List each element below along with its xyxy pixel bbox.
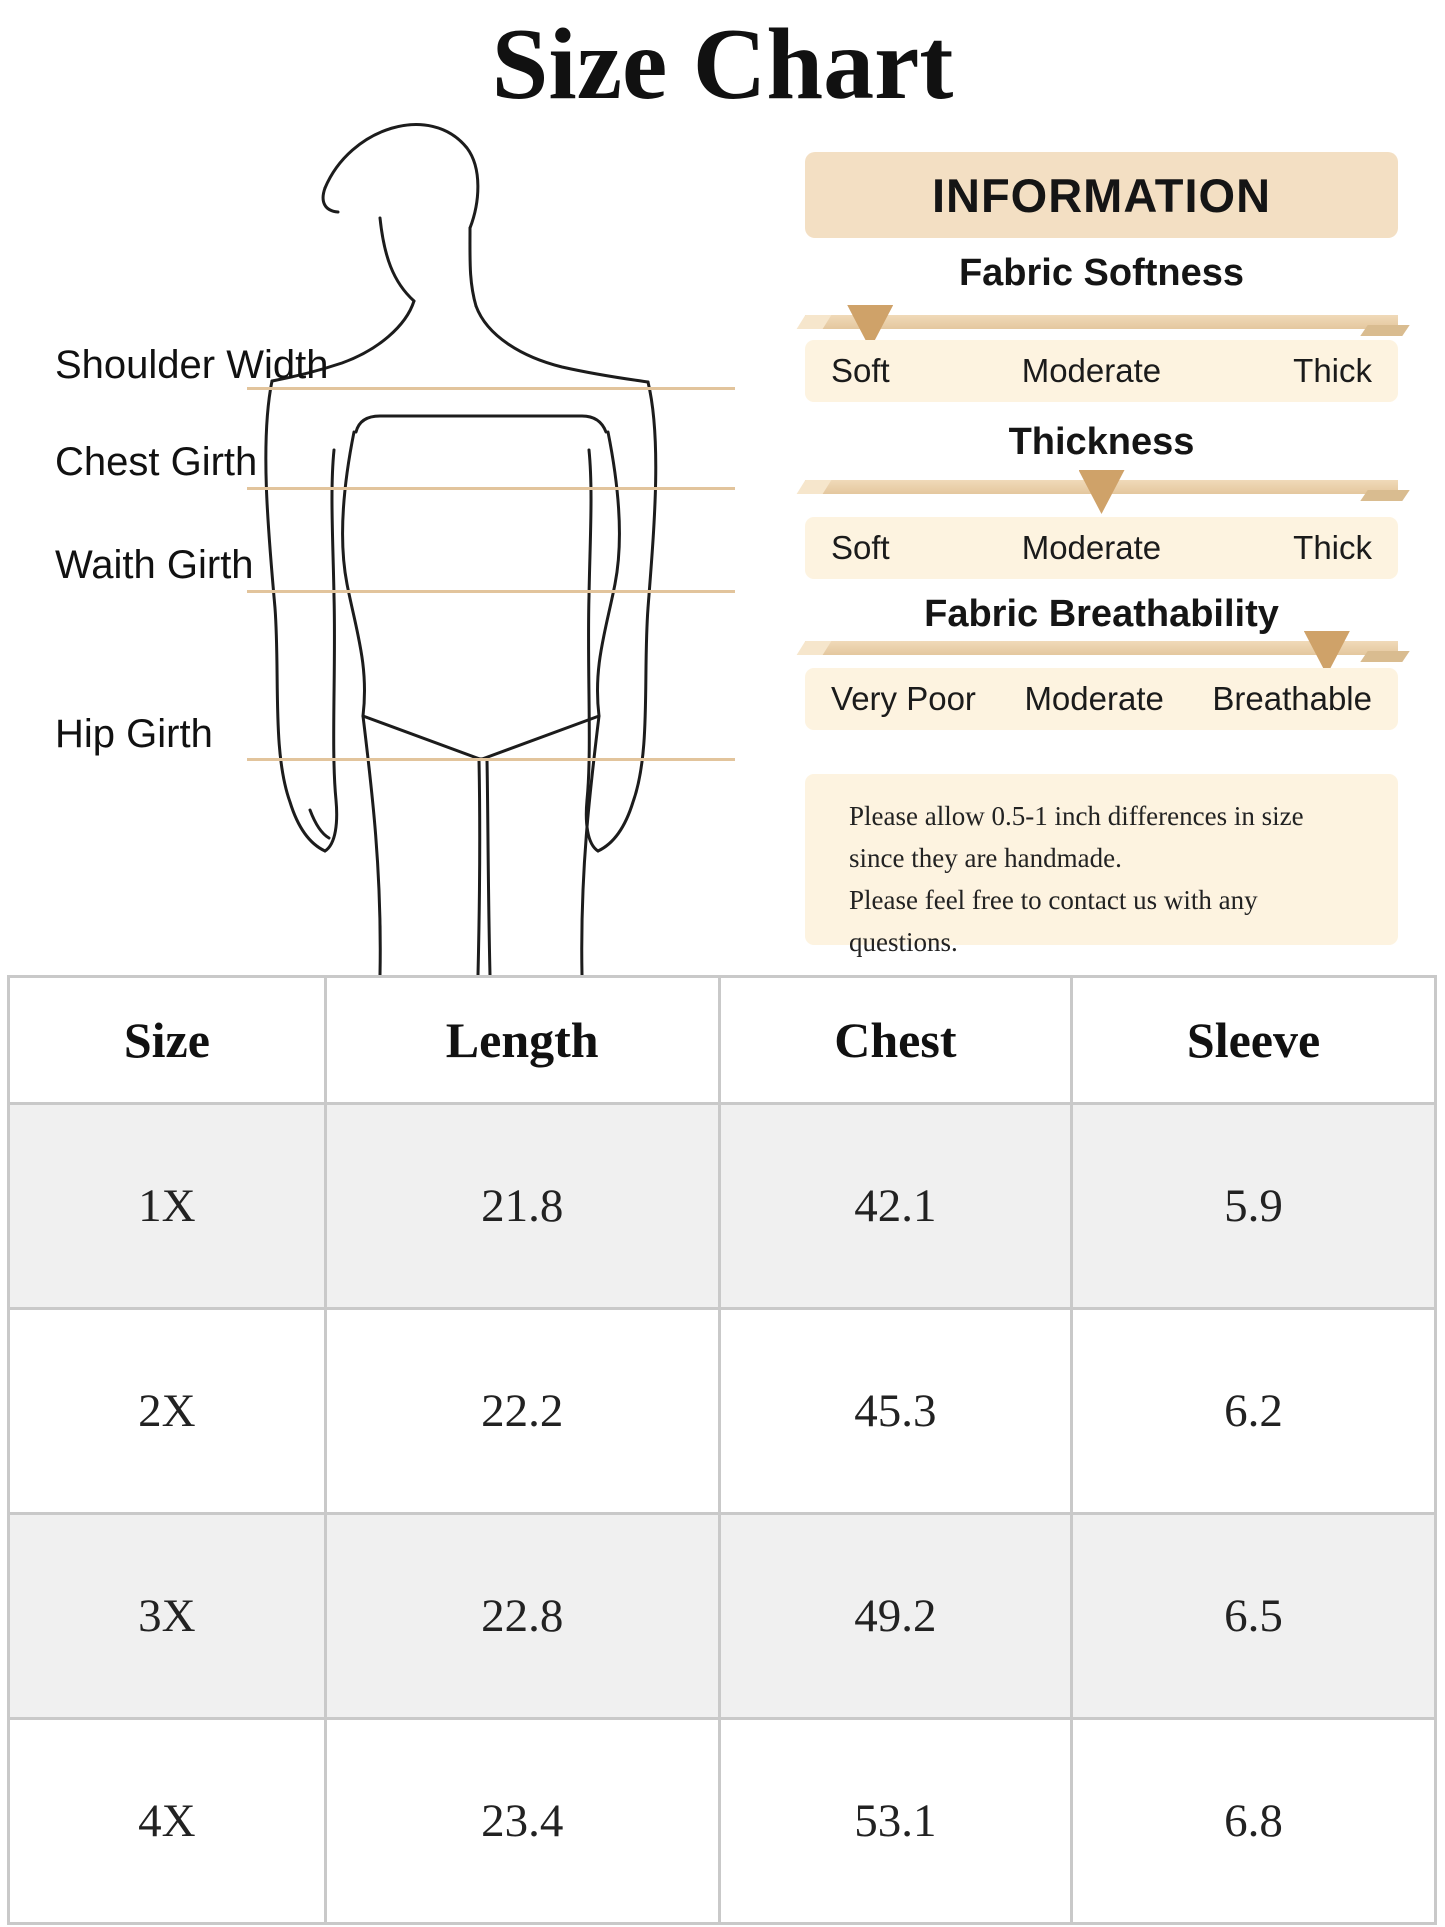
section-title-fabric-breathability: Fabric Breathability	[924, 593, 1279, 635]
label-chest-girth: Chest Girth	[55, 440, 258, 484]
cell-length: 22.8	[323, 1512, 721, 1720]
size-table: Size Length Chest Sleeve 1X 21.8 42.1 5.…	[7, 975, 1437, 1925]
cell-sleeve: 6.8	[1070, 1717, 1437, 1925]
scale-label: Soft	[831, 352, 890, 389]
scale-label: Thick	[1293, 352, 1372, 389]
cell-chest: 53.1	[717, 1717, 1074, 1925]
cell-size: 2X	[7, 1307, 327, 1515]
information-header: INFORMATION	[805, 152, 1398, 238]
scale-label: Soft	[831, 529, 890, 566]
size-table-header-row: Size Length Chest Sleeve	[7, 975, 1437, 1105]
scale-label: Moderate	[1021, 352, 1162, 389]
note-line: Please feel free to contact us with any …	[849, 885, 1258, 957]
table-row: 1X 21.8 42.1 5.9	[7, 1102, 1437, 1310]
label-waith-girth: Waith Girth	[55, 543, 254, 587]
waith-girth-line	[247, 590, 735, 593]
scale-label: Breathable	[1212, 680, 1372, 717]
chest-girth-line	[247, 487, 735, 490]
column-header-sleeve: Sleeve	[1070, 975, 1437, 1105]
cell-length: 22.2	[323, 1307, 721, 1515]
fabric-breathability-scale-labels: Very Poor Moderate Breathable	[805, 668, 1398, 730]
cell-sleeve: 5.9	[1070, 1102, 1437, 1310]
scale-label: Moderate	[1024, 680, 1164, 717]
scale-label: Moderate	[1021, 529, 1162, 566]
table-row: 3X 22.8 49.2 6.5	[7, 1512, 1437, 1720]
thickness-scale-labels: Soft Moderate Thick	[805, 517, 1398, 579]
body-outline-drawing	[264, 123, 658, 975]
fabric-breathability-scale-bar	[805, 641, 1398, 655]
column-header-size: Size	[7, 975, 327, 1105]
cell-size: 4X	[7, 1717, 327, 1925]
cell-sleeve: 6.2	[1070, 1307, 1437, 1515]
page-title: Size Chart	[491, 8, 954, 121]
cell-size: 3X	[7, 1512, 327, 1720]
label-hip-girth: Hip Girth	[55, 712, 213, 756]
cell-chest: 45.3	[717, 1307, 1074, 1515]
scale-label: Very Poor	[831, 680, 976, 717]
scale-label: Thick	[1293, 529, 1372, 566]
column-header-chest: Chest	[717, 975, 1074, 1105]
section-title-thickness: Thickness	[1008, 421, 1195, 463]
note-line: Please allow 0.5-1 inch differences in s…	[849, 801, 1304, 831]
fabric-softness-scale-bar	[805, 315, 1398, 329]
cell-chest: 42.1	[717, 1102, 1074, 1310]
section-title-fabric-softness: Fabric Softness	[958, 252, 1245, 294]
note-line: since they are handmade.	[849, 843, 1122, 873]
fabric-softness-scale-labels: Soft Moderate Thick	[805, 340, 1398, 402]
cell-size: 1X	[7, 1102, 327, 1310]
cell-sleeve: 6.5	[1070, 1512, 1437, 1720]
shoulder-width-line	[247, 387, 735, 390]
cell-length: 23.4	[323, 1717, 721, 1925]
table-row: 4X 23.4 53.1 6.8	[7, 1717, 1437, 1925]
cell-chest: 49.2	[717, 1512, 1074, 1720]
handmade-note: Please allow 0.5-1 inch differences in s…	[805, 774, 1398, 957]
hip-girth-line	[247, 758, 735, 761]
cell-length: 21.8	[323, 1102, 721, 1310]
column-header-length: Length	[323, 975, 721, 1105]
table-row: 2X 22.2 45.3 6.2	[7, 1307, 1437, 1515]
label-shoulder-width: Shoulder Width	[55, 343, 329, 387]
